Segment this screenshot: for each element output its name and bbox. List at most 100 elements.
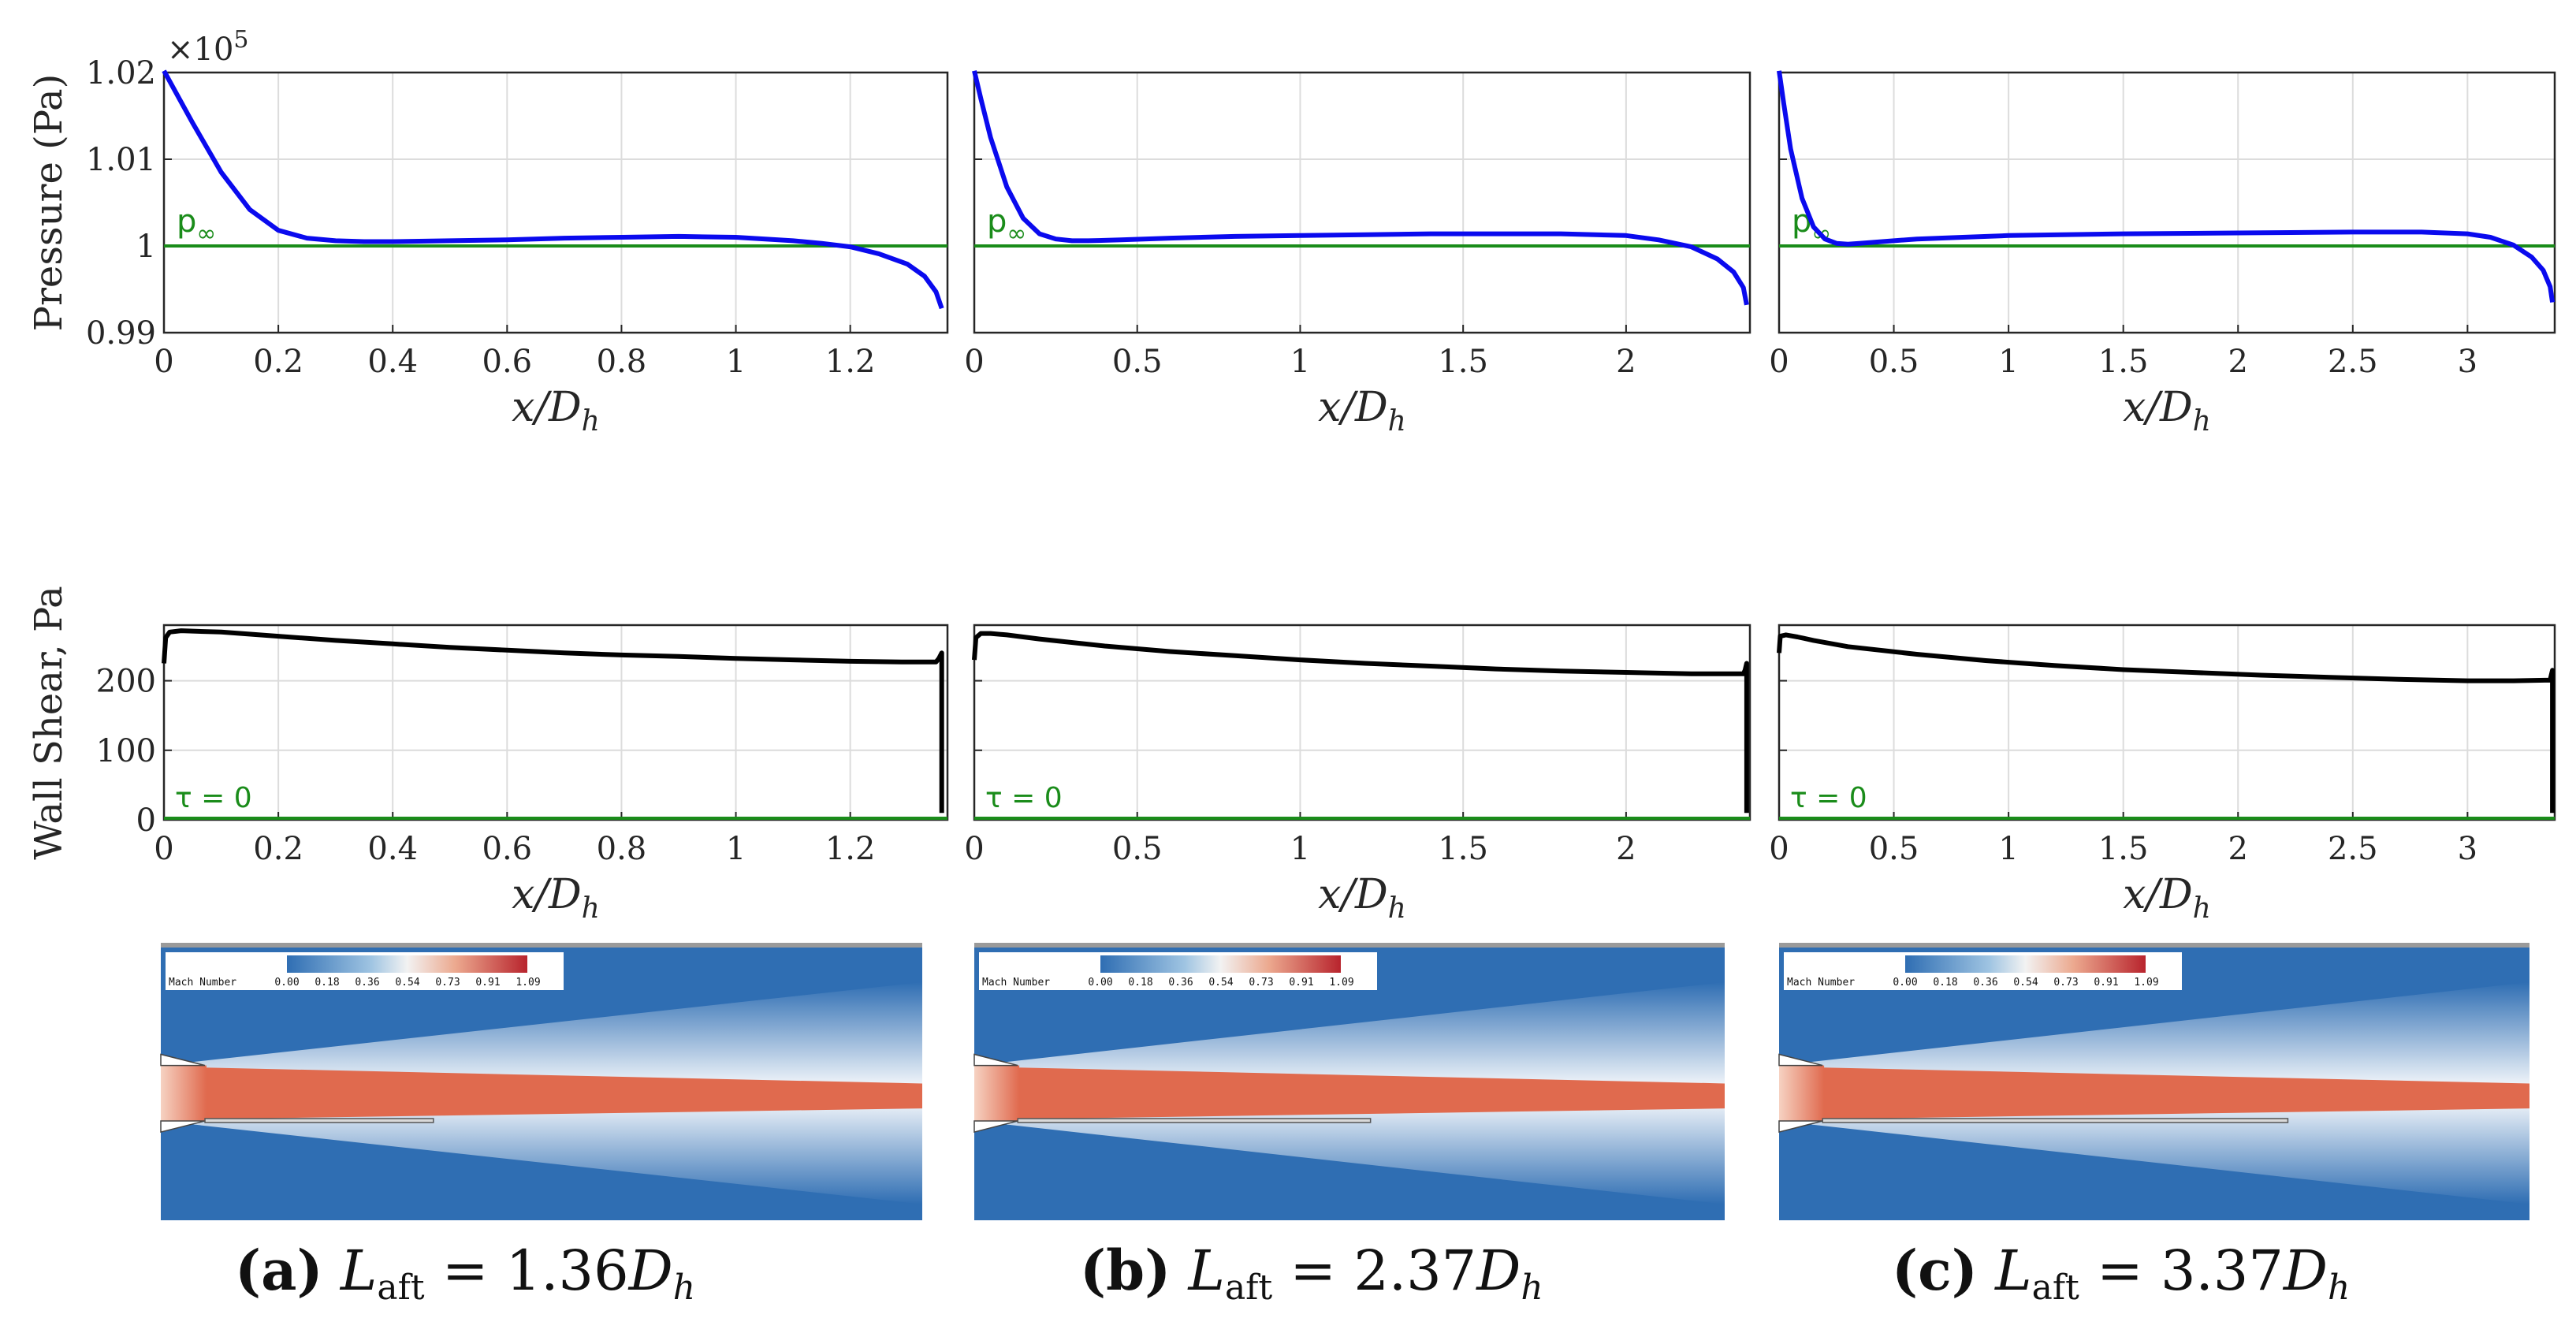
- colorbar-tick: 0.00: [1088, 977, 1112, 989]
- colorbar-tick: 0.91: [2094, 977, 2118, 989]
- xlabel-main: x/D: [512, 384, 582, 431]
- shear-ytick-label: 0: [136, 802, 156, 839]
- shear-xtick-label: 0: [1769, 831, 1789, 867]
- colorbar-tick: 0.36: [1168, 977, 1193, 989]
- pressure-xtick-label: 3: [2458, 344, 2477, 380]
- shear-xtick-label: 0: [964, 831, 984, 867]
- cfd-contour-b: Mach Number 0.00 0.18 0.36 0.54 0.73 0.91 1.09: [973, 943, 1725, 1220]
- shear-xtick-label: 1: [1998, 831, 2018, 867]
- cfd-nozzle-lip-upper: [973, 1053, 1018, 1067]
- colorbar-tick: 0.91: [475, 977, 500, 989]
- colorbar-gradient-bar: [287, 955, 527, 973]
- pressure-ytick-label: 0.99: [86, 315, 156, 352]
- xlabel-sub: h: [1388, 405, 1406, 438]
- shear-xtick-label: 1.5: [1438, 831, 1488, 867]
- colorbar-tick: 0.00: [274, 977, 299, 989]
- cfd-jet-core: [974, 1066, 1725, 1120]
- xlabel-sub: h: [582, 405, 600, 438]
- shear-xtick-label: 0.5: [1112, 831, 1163, 867]
- shear-xtick-label: 1: [726, 831, 746, 867]
- xlabel-main: x/D: [1318, 384, 1388, 431]
- colorbar-tick: 0.54: [2013, 977, 2038, 989]
- colorbar-tick: 1.09: [1329, 977, 1353, 989]
- xlabel-sub: h: [1388, 892, 1406, 925]
- pressure-frame: [1778, 71, 2556, 334]
- colorbar-tick: 0.36: [355, 977, 379, 989]
- xlabel-main: x/D: [2123, 871, 2193, 918]
- cfd-nozzle-exit: [161, 1065, 207, 1121]
- p-inf-label: p∞: [987, 203, 1026, 248]
- colorbar-tick: 0.73: [2053, 977, 2078, 989]
- pressure-xtick-label: 1.5: [1438, 344, 1488, 380]
- pressure-plot-2: 0 0.5 1 1.5 2 2.5 3x/Dhp∞: [1769, 70, 2556, 438]
- colorbar-tick: 0.18: [315, 977, 339, 989]
- colorbar-tick: 0.00: [1893, 977, 1917, 989]
- cfd-jet-core: [1779, 1066, 2529, 1120]
- pressure-xtick-label: 2.5: [2328, 344, 2378, 380]
- caption-b: (b) Laft = 2.37Dh: [1080, 1238, 1543, 1308]
- pressure-xtick-label: 0.6: [482, 344, 533, 380]
- cfd-nozzle-exit: [974, 1065, 1020, 1121]
- pressure-series-line: [162, 69, 944, 310]
- cfd-contour-c: Mach Number 0.00 0.18 0.36 0.54 0.73 0.91 1.09: [1778, 943, 2529, 1220]
- shear-xlabel: x/Dh: [1318, 871, 1406, 925]
- pressure-xtick-label: 0: [1769, 344, 1789, 380]
- caption-c: (c) Laft = 3.37Dh: [1892, 1238, 2351, 1308]
- pressure-plot-1: 0 0.5 1 1.5 2 x/Dh p∞: [964, 70, 1751, 438]
- pressure-xtick-label: 0.5: [1869, 344, 1919, 380]
- shear-xtick-label: 0.8: [597, 831, 647, 867]
- cfd-jet-core: [161, 1066, 922, 1120]
- pressure-xlabel: x/Dh: [2123, 384, 2211, 438]
- shear-frame: [1778, 624, 2556, 821]
- colorbar-tick: 0.91: [1289, 977, 1313, 989]
- pressure-series-line: [972, 70, 1749, 306]
- xlabel-sub: h: [582, 892, 600, 925]
- cfd-nozzle-exit: [1779, 1065, 1825, 1121]
- colorbar-tick: 1.09: [2134, 977, 2158, 989]
- colorbar-tick: 0.73: [1249, 977, 1273, 989]
- pressure-xlabel: x/Dh: [512, 384, 600, 438]
- pressure-xtick-label: 0.2: [253, 344, 303, 380]
- cfd-aft-deck: [1822, 1118, 2289, 1123]
- tau-zero-label: τ = 0: [175, 782, 252, 814]
- pressure-series-line: [1777, 70, 2556, 303]
- cfd-contour-a: Mach Number 0.00 0.18 0.36 0.54 0.73 0.91 1.09: [160, 943, 922, 1220]
- p-inf-main: p: [177, 203, 196, 240]
- pressure-plot-0: 0 0.2 0.4 0.6 0.8 1 1.2 0.99 1 1.01 1.02 x/Dh p∞: [86, 55, 949, 438]
- exponent-label: ×105: [167, 26, 249, 68]
- pressure-xlabel: x/Dh: [1318, 384, 1406, 438]
- pressure-frame: [162, 71, 949, 334]
- shear-ytick-label: 200: [96, 664, 156, 700]
- pressure-ytick-label: 1: [136, 229, 156, 265]
- xlabel-main: x/D: [512, 871, 582, 918]
- pressure-xtick-label: 2: [2228, 344, 2248, 380]
- shear-xtick-label: 0.4: [367, 831, 418, 867]
- pressure-xtick-label: 1: [1290, 344, 1310, 380]
- colorbar-gradient-bar: [1905, 955, 2146, 973]
- colorbar-tick: 1.09: [516, 977, 540, 989]
- colorbar-legend: Mach Number 0.00 0.18 0.36 0.54 0.73 0.91 1.09: [979, 952, 1377, 990]
- pressure-xtick-label: 1.5: [2098, 344, 2149, 380]
- xlabel-sub: h: [2193, 892, 2211, 925]
- shear-xtick-label: 0.2: [253, 831, 303, 867]
- cfd-nozzle-lip-upper: [160, 1053, 206, 1067]
- colorbar-tick: 0.36: [1973, 977, 1997, 989]
- shear-xtick-label: 1.2: [825, 831, 876, 867]
- pressure-xtick-label: 0.5: [1112, 344, 1163, 380]
- xlabel-sub: h: [2193, 405, 2211, 438]
- pressure-xtick-label: 0: [964, 344, 984, 380]
- pressure-xtick-label: 2: [1616, 344, 1636, 380]
- shear-xtick-label: 1: [1290, 831, 1310, 867]
- shear-xtick-label: 0: [154, 831, 173, 867]
- colorbar-tick: 0.54: [395, 977, 419, 989]
- tau-zero-label: τ = 0: [1790, 782, 1867, 814]
- shear-xtick-label: 0.5: [1869, 831, 1919, 867]
- shear-xtick-label: 2: [2228, 831, 2248, 867]
- exponent-power: 5: [233, 26, 248, 54]
- colorbar-title: Mach Number: [169, 977, 236, 989]
- xlabel-main: x/D: [2123, 384, 2193, 431]
- shear-xtick-label: 2.5: [2328, 831, 2378, 867]
- cfd-top-wall: [974, 943, 1725, 948]
- shear-plot-1: 0 0.5 1 1.5 2 x/Dh τ = 0: [964, 624, 1751, 925]
- shear-xtick-label: 2: [1616, 831, 1636, 867]
